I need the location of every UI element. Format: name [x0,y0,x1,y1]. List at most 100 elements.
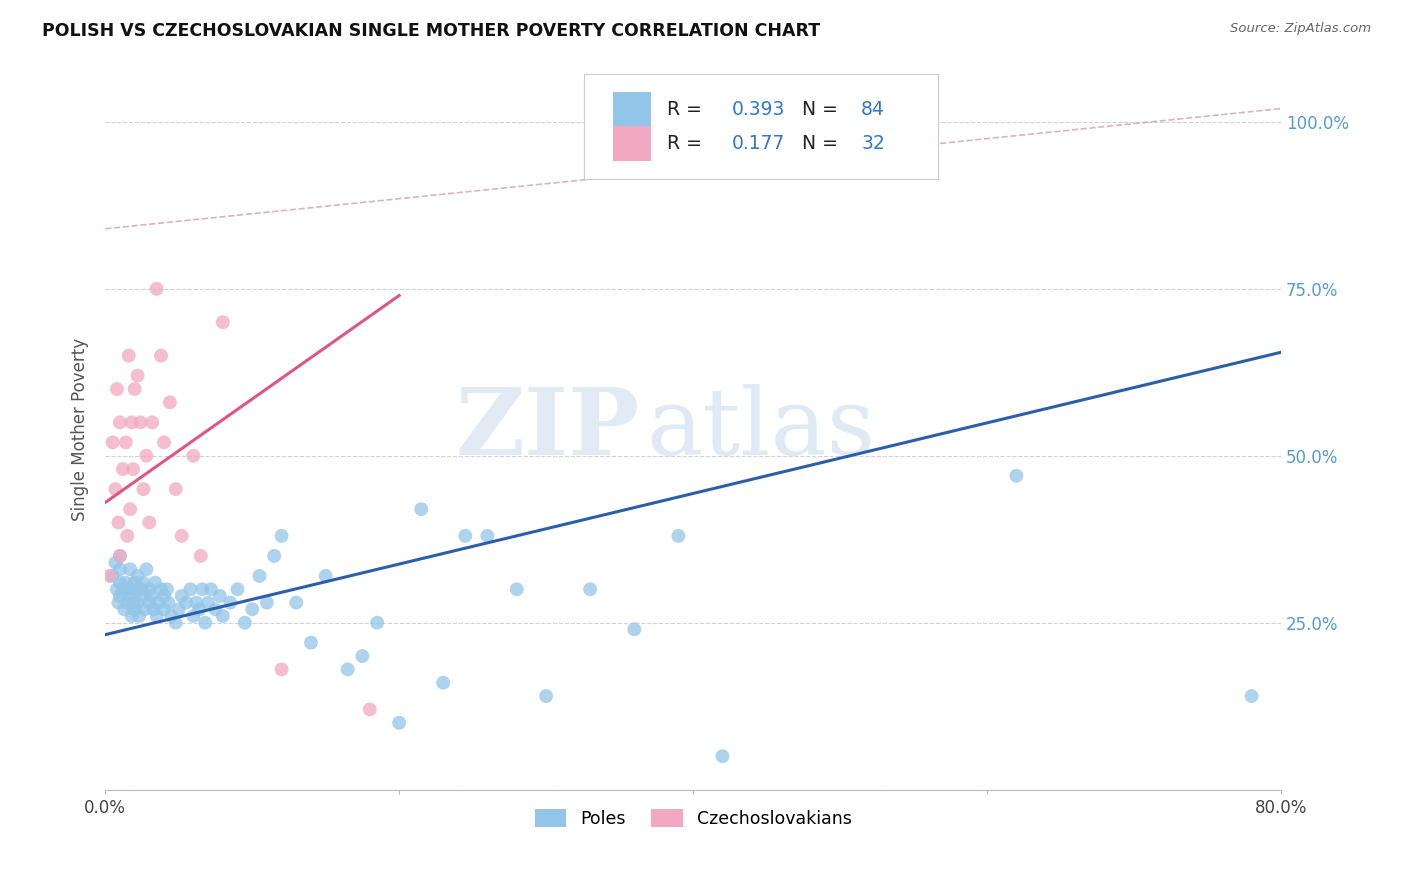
Point [711,749,734,764]
Point [190,549,212,563]
Point [129,416,152,430]
Text: 0.177: 0.177 [733,134,786,153]
Point [191,582,214,597]
Point [121,609,143,624]
Point [388,715,411,730]
Point [132,482,155,496]
Point [125,582,148,597]
Text: atlas: atlas [645,384,876,474]
Point [204,602,226,616]
Text: POLISH VS CZECHOSLOVAKIAN SINGLE MOTHER POVERTY CORRELATION CHART: POLISH VS CZECHOSLOVAKIAN SINGLE MOTHER … [42,22,820,40]
Point [315,569,337,583]
Text: ZIP: ZIP [456,384,640,474]
Point [208,589,231,603]
Point [143,575,166,590]
FancyBboxPatch shape [613,92,651,127]
Point [256,596,278,610]
Point [134,602,156,616]
Point [131,589,153,603]
Point [170,589,193,603]
Point [366,615,388,630]
Point [121,582,143,597]
Point [299,636,322,650]
Point [124,382,146,396]
Point [352,648,374,663]
Point [153,602,176,616]
Point [118,349,141,363]
Point [122,462,145,476]
Point [211,315,233,329]
Point [270,529,292,543]
Y-axis label: Single Mother Poverty: Single Mother Poverty [72,337,89,521]
Point [145,282,167,296]
Point [114,575,136,590]
Point [122,596,145,610]
Point [114,435,136,450]
Legend: Poles, Czechoslovakians: Poles, Czechoslovakians [527,802,859,835]
Point [200,582,222,597]
Point [432,675,454,690]
Point [104,556,127,570]
Point [157,596,180,610]
Point [117,529,139,543]
Point [127,368,149,383]
Point [108,589,131,603]
Point [108,416,131,430]
Point [101,435,124,450]
Point [183,449,205,463]
Point [159,395,181,409]
Point [666,529,689,543]
Point [107,596,129,610]
Point [108,562,131,576]
Point [579,582,602,597]
Point [120,502,142,516]
Point [179,582,201,597]
Text: 0.393: 0.393 [733,100,786,120]
Point [1005,468,1028,483]
Point [263,549,285,563]
Point [105,382,128,396]
Point [188,602,211,616]
Point [117,582,139,597]
Point [359,702,381,716]
Point [128,609,150,624]
Point [141,416,163,430]
Point [135,449,157,463]
Point [411,502,433,516]
Text: Source: ZipAtlas.com: Source: ZipAtlas.com [1230,22,1371,36]
Point [336,662,359,676]
Point [139,589,162,603]
Point [108,549,131,563]
Point [124,575,146,590]
Point [226,582,249,597]
FancyBboxPatch shape [583,73,938,178]
Point [174,596,197,610]
Point [138,582,160,597]
Point [506,582,529,597]
Point [454,529,477,543]
FancyBboxPatch shape [613,126,651,161]
Point [623,623,645,637]
Point [477,529,499,543]
Point [146,596,169,610]
Point [138,516,160,530]
Point [211,609,233,624]
Point [127,569,149,583]
Point [98,569,121,583]
Point [194,615,217,630]
Point [150,349,173,363]
Point [108,549,131,563]
Point [165,615,187,630]
Text: R =: R = [668,100,709,120]
Point [108,575,131,590]
Point [131,582,153,597]
Point [105,582,128,597]
Point [101,569,124,583]
Text: 84: 84 [862,100,886,120]
Text: N =: N = [803,100,845,120]
Text: R =: R = [668,134,709,153]
Point [104,482,127,496]
Point [117,596,139,610]
Point [534,689,557,703]
Point [153,589,176,603]
